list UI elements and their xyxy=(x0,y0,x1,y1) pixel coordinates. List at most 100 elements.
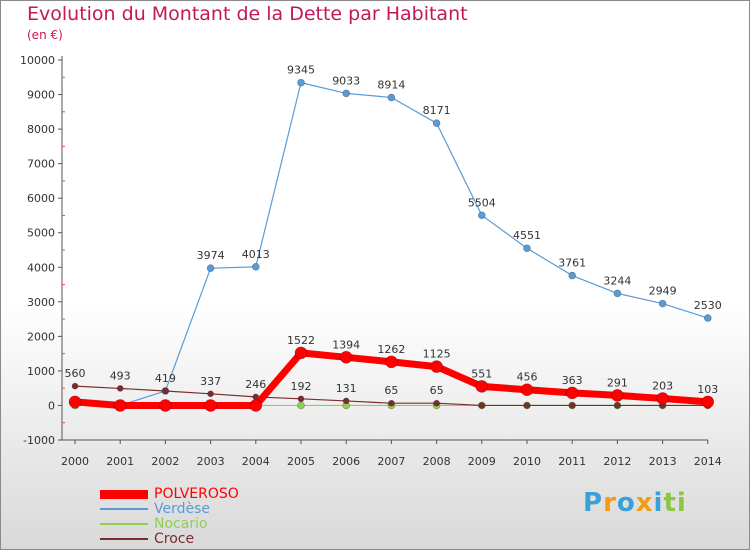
legend-swatch-verdese xyxy=(100,508,148,510)
data-label-croce: 337 xyxy=(200,375,221,388)
logo-letter: i xyxy=(653,488,664,518)
data-point-croce xyxy=(614,402,621,409)
data-label-polveroso: 1394 xyxy=(332,338,360,351)
data-point-croce xyxy=(478,402,486,409)
y-tick-label: 7000 xyxy=(27,158,55,171)
data-point-croce xyxy=(207,390,214,398)
data-label-verdese: 3761 xyxy=(558,257,586,270)
data-point-croce xyxy=(297,395,305,403)
data-label-croce: 65 xyxy=(430,384,444,397)
x-tick-label: 2010 xyxy=(513,455,541,468)
legend-label-verdese: Verdèse xyxy=(154,501,211,517)
y-tick-label: 0 xyxy=(48,399,55,412)
y-tick-label: 6000 xyxy=(27,192,55,205)
data-label-verdese: 8914 xyxy=(377,79,405,92)
y-tick-label: -1000 xyxy=(23,434,55,447)
x-tick-label: 2007 xyxy=(377,455,405,468)
data-label-verdese: 5504 xyxy=(468,196,496,209)
y-tick-label: 8000 xyxy=(27,123,55,136)
data-point-polveroso xyxy=(430,360,443,373)
x-tick-label: 2001 xyxy=(106,455,134,468)
data-label-croce: 192 xyxy=(291,380,312,393)
data-point-croce xyxy=(162,387,169,395)
data-point-polveroso xyxy=(475,380,489,393)
logo-letter: t xyxy=(663,488,677,518)
data-label-verdese: 3974 xyxy=(197,249,225,262)
data-point-verdese xyxy=(658,299,667,308)
logo-letter: x xyxy=(635,488,654,518)
legend-label-croce: Croce xyxy=(154,531,195,547)
data-point-polveroso xyxy=(204,399,217,412)
data-label-polveroso: 1522 xyxy=(287,334,315,347)
data-label-croce: 560 xyxy=(65,367,86,380)
logo-letter: P xyxy=(583,488,604,518)
data-point-polveroso xyxy=(113,399,127,412)
data-label-polveroso: 456 xyxy=(517,371,538,384)
proxiti-logo: Proxiti xyxy=(583,488,687,518)
y-tick-label: 2000 xyxy=(27,330,55,343)
data-point-croce xyxy=(568,402,576,409)
data-point-verdese xyxy=(432,119,441,127)
legend-swatch-croce xyxy=(100,538,148,540)
x-tick-label: 2003 xyxy=(197,455,225,468)
y-tick-label: 1000 xyxy=(27,365,55,378)
data-point-croce xyxy=(388,399,395,407)
x-tick-label: 2011 xyxy=(558,455,586,468)
data-point-nocario xyxy=(297,401,305,410)
data-label-verdese: 9345 xyxy=(287,64,315,77)
data-label-verdese: 4013 xyxy=(242,248,270,261)
logo-letter: r xyxy=(603,488,617,518)
x-tick-label: 2004 xyxy=(242,455,270,468)
x-tick-label: 2014 xyxy=(694,455,722,468)
data-point-polveroso xyxy=(385,355,398,369)
data-label-polveroso: 291 xyxy=(607,376,628,389)
data-point-verdese xyxy=(252,263,260,271)
data-label-croce: 246 xyxy=(245,378,266,391)
x-tick-label: 2009 xyxy=(468,455,496,468)
data-label-verdese: 8171 xyxy=(423,104,451,117)
data-point-polveroso xyxy=(249,399,263,412)
data-point-polveroso xyxy=(159,399,172,412)
y-tick-label: 5000 xyxy=(27,227,55,240)
x-tick-label: 2006 xyxy=(332,455,360,468)
chart-title: Evolution du Montant de la Dette par Hab… xyxy=(27,3,468,25)
logo-letter: i xyxy=(676,488,687,518)
data-point-polveroso xyxy=(339,350,353,364)
data-point-polveroso xyxy=(701,395,715,409)
x-tick-label: 2008 xyxy=(423,455,451,468)
data-label-polveroso: 103 xyxy=(697,383,718,396)
data-point-verdese xyxy=(523,244,531,253)
data-point-verdese xyxy=(342,89,351,98)
x-tick-label: 2013 xyxy=(649,455,677,468)
data-label-polveroso: 551 xyxy=(471,367,492,380)
data-label-polveroso: 203 xyxy=(652,379,673,392)
y-tick-label: 4000 xyxy=(27,261,55,274)
y-tick-label: 10000 xyxy=(20,54,55,67)
data-point-verdese xyxy=(613,289,622,298)
data-point-croce xyxy=(342,397,350,405)
chart-subtitle: (en €) xyxy=(27,28,63,42)
data-label-croce: 65 xyxy=(384,384,398,397)
data-point-verdese xyxy=(568,271,577,280)
data-label-polveroso: 1125 xyxy=(423,348,451,361)
data-point-verdese xyxy=(387,93,396,102)
data-point-polveroso xyxy=(520,383,534,397)
data-point-verdese xyxy=(297,78,305,87)
data-point-verdese xyxy=(703,314,712,322)
data-point-verdese xyxy=(477,211,486,220)
y-tick-label: 9000 xyxy=(27,89,55,102)
data-point-polveroso xyxy=(611,389,624,402)
data-label-polveroso: 363 xyxy=(562,374,583,387)
data-label-verdese: 2530 xyxy=(694,299,722,312)
data-label-croce: 493 xyxy=(110,369,131,382)
data-label-croce: 131 xyxy=(336,382,357,395)
data-label-verdese: 2949 xyxy=(649,285,677,298)
data-point-polveroso xyxy=(68,395,82,409)
data-point-verdese xyxy=(206,264,215,272)
data-label-croce: 419 xyxy=(155,372,176,385)
data-label-verdese: 3244 xyxy=(603,274,631,287)
data-label-verdese: 4551 xyxy=(513,229,541,242)
legend-label-nocario: Nocario xyxy=(154,516,208,532)
